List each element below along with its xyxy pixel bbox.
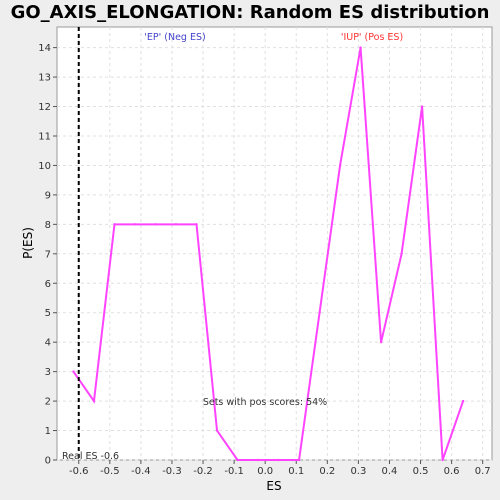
data-point	[133, 223, 137, 226]
y-tick-label: 2	[45, 397, 51, 408]
neg-es-label: 'EP' (Neg ES)	[144, 32, 205, 43]
plot-area	[56, 26, 493, 461]
y-tick-label: 12	[38, 102, 51, 113]
y-tick-label: 14	[38, 43, 51, 54]
y-tick-label: 13	[38, 73, 51, 84]
data-point	[400, 252, 403, 256]
y-tick-label: 11	[38, 131, 51, 142]
x-tick-label: -0.4	[131, 466, 151, 477]
y-tick-label: 9	[45, 190, 51, 201]
x-tick-label: 0.0	[257, 466, 273, 477]
data-point	[154, 223, 157, 226]
y-tick-label: 10	[38, 161, 51, 172]
series-layer	[72, 46, 465, 462]
data-point	[297, 458, 301, 462]
data-point	[256, 458, 260, 462]
data-point	[359, 46, 362, 49]
x-tick-label: 0.5	[413, 466, 429, 477]
x-tick-label: -0.2	[193, 466, 213, 477]
data-point	[215, 429, 219, 432]
pos-scores-annotation: Sets with pos scores: 54%	[203, 397, 327, 408]
data-point	[461, 399, 465, 403]
data-point	[174, 223, 178, 226]
y-tick-label: 7	[45, 249, 51, 260]
data-point	[277, 458, 280, 462]
y-tick-label: 1	[45, 426, 51, 437]
pos-es-label: 'IUP' (Pos ES)	[341, 32, 403, 43]
data-point	[420, 105, 424, 108]
x-tick-label: 0.6	[444, 466, 460, 477]
y-tick-label: 5	[45, 308, 51, 319]
real-es-label: Real ES -0.6	[62, 451, 119, 462]
y-tick-label: 0	[45, 456, 51, 467]
x-axis-label: ES	[266, 479, 281, 493]
series-line	[72, 47, 465, 461]
y-axis-label: P(ES)	[21, 227, 35, 259]
y-tick-label: 4	[45, 338, 51, 349]
y-tick-label: 6	[45, 279, 51, 290]
data-point	[318, 311, 321, 314]
x-tick-label: 0.3	[350, 466, 366, 477]
x-tick-label: -0.1	[224, 466, 244, 477]
chart-title: GO_AXIS_ELONGATION: Random ES distributi…	[11, 2, 490, 23]
x-tick-label: -0.5	[100, 466, 120, 477]
data-point	[92, 399, 96, 403]
x-tick-label: 0.2	[319, 466, 335, 477]
data-point	[72, 370, 75, 373]
x-tick-label: -0.6	[69, 466, 89, 477]
y-tick-label: 8	[45, 220, 51, 231]
data-point	[236, 458, 239, 462]
data-point	[338, 164, 342, 167]
x-tick-label: 0.4	[382, 466, 398, 477]
data-point	[441, 458, 444, 462]
data-point	[379, 340, 383, 344]
x-tick-label: 0.1	[288, 466, 304, 477]
data-point	[113, 223, 116, 226]
y-tick-label: 3	[45, 367, 51, 378]
x-tick-label: 0.7	[475, 466, 491, 477]
x-tick-label: -0.3	[162, 466, 182, 477]
data-point	[195, 223, 198, 226]
